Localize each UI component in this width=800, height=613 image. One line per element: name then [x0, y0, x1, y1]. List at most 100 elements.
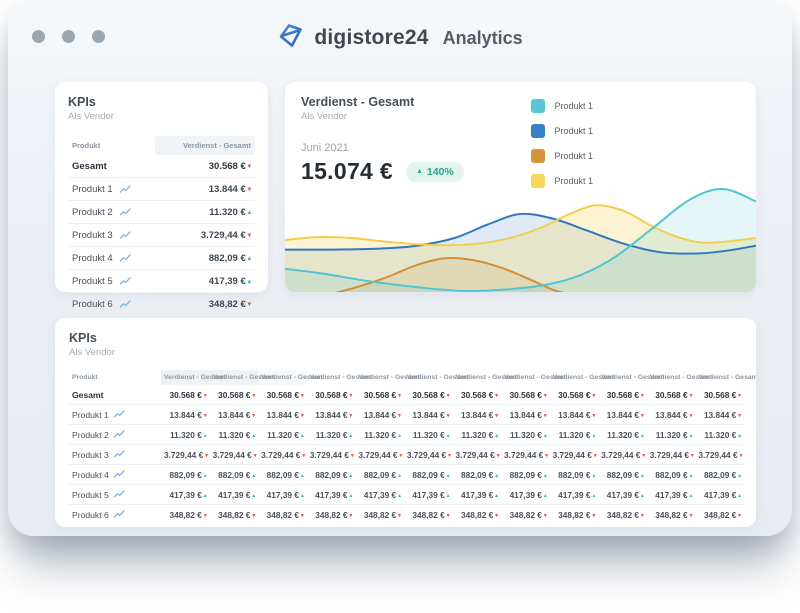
kpi-card-title: KPIs: [68, 95, 96, 109]
sparkline-icon: [113, 410, 125, 418]
row-value: 348,82 €: [363, 509, 397, 520]
legend-item[interactable]: Produkt 1: [531, 124, 593, 138]
legend-label: Produkt 1: [554, 151, 593, 161]
chart-card-title: Verdienst - Gesamt: [301, 95, 415, 109]
legend-label: Produkt 1: [554, 101, 593, 111]
row-value: 417,39 €: [606, 489, 640, 500]
trend-down-icon: ▾: [738, 392, 741, 399]
table-row[interactable]: Produkt 2 11.320 € ▴: [68, 200, 255, 224]
sparkline-icon: [119, 299, 131, 308]
window-control-dot[interactable]: [32, 30, 45, 43]
row-label: Gesamt: [72, 389, 104, 400]
trend-up-icon: ▴: [398, 432, 401, 439]
trend-up-icon: ▴: [252, 492, 256, 499]
table-row[interactable]: Produkt 4 882,09 € ▴ 882,09 € ▴ 882,09 € ▴ 882,…: [69, 464, 744, 485]
chart-line-produkt----teal-: [285, 188, 756, 292]
legend-item[interactable]: Produkt 1: [531, 149, 593, 163]
row-value: 30.568 €: [315, 389, 348, 400]
row-value: 348,82 €: [315, 509, 348, 520]
table-row[interactable]: Produkt 5 417,39 € ▴ 417,39 € ▴ 417,39 € ▴ 417,…: [69, 484, 744, 505]
trend-up-icon: ▴: [543, 472, 547, 479]
trend-up-icon: ▴: [689, 492, 693, 499]
table-row[interactable]: Produkt 3 3.729,44 € ▾: [68, 223, 255, 247]
sparkline-icon: [113, 450, 125, 458]
trend-down-icon: ▾: [203, 412, 207, 419]
table-row[interactable]: Produkt 4 882,09 € ▴: [68, 246, 255, 270]
trend-down-icon: ▾: [349, 412, 353, 419]
trend-up-icon: ▴: [300, 472, 304, 479]
trend-down-icon: ▾: [543, 512, 547, 519]
chart-card: Verdienst - Gesamt Als Vendor Produkt 1 P…: [285, 82, 756, 292]
row-value: 3.729,44 €: [212, 449, 252, 460]
window-control-dot[interactable]: [92, 30, 105, 43]
row-value: 348,82 €: [460, 509, 494, 520]
brand: digistore24 Analytics: [8, 22, 792, 54]
trend-up-icon: ▴: [349, 492, 353, 499]
row-value: 348,82 €: [218, 509, 251, 520]
wide-col-verdienst: Verdienst - Gesamt: [698, 374, 756, 381]
table-row[interactable]: Gesamt 30.568 € ▾ 30.568 € ▾ 30.568 € ▾ 30.568 …: [69, 385, 744, 405]
trend-up-icon: ▴: [446, 472, 450, 479]
chart-card-subtitle: Als Vendor: [301, 111, 347, 122]
row-value: 417,39 €: [460, 489, 494, 500]
window-control-dot[interactable]: [62, 30, 75, 43]
legend-swatch: [531, 99, 546, 113]
sparkline-icon: [119, 230, 131, 239]
row-value: 348,82 €: [606, 509, 640, 520]
table-row[interactable]: Produkt 3 3.729,44 € ▾ 3.729,44 € ▾ 3.729,44 …: [69, 444, 744, 465]
table-row[interactable]: Produkt 2 11.320 € ▴ 11.320 € ▴ 11.320 € ▴ 11.3…: [69, 424, 744, 445]
trend-down-icon: ▾: [448, 452, 451, 459]
row-value: 3.729,44 €: [358, 449, 398, 460]
trend-up-icon: ▴: [738, 472, 741, 479]
area-chart[interactable]: [285, 184, 756, 292]
trend-down-icon: ▾: [203, 512, 207, 519]
trend-down-icon: ▾: [253, 452, 257, 459]
trend-down-icon: ▾: [641, 412, 644, 419]
row-value: 348,82 €: [266, 509, 299, 520]
chart-area-produkt----orange-: [339, 257, 561, 292]
row-value: 417,39 €: [655, 489, 688, 500]
chart-area-produkt----teal-: [285, 189, 756, 292]
table-row[interactable]: Produkt 6 348,82 € ▾ 348,82 € ▾ 348,82 € ▾ 348,…: [69, 504, 744, 524]
row-value: 417,39 €: [363, 489, 397, 500]
trend-up-icon: ▴: [252, 432, 256, 439]
period-label: Juni 2021: [301, 142, 349, 154]
row-value: 11.320 €: [169, 429, 202, 440]
window-controls: [32, 30, 105, 43]
trend-down-icon: ▾: [641, 512, 644, 519]
trend-up-icon: ▴: [738, 492, 741, 499]
table-row[interactable]: Produkt 5 417,39 € ▴: [68, 269, 255, 293]
row-value: 3.729,44 €: [504, 449, 544, 460]
row-value: 30.568 €: [606, 389, 640, 400]
table-row[interactable]: Gesamt 30.568 € ▾: [68, 155, 255, 178]
row-value: 882,09 €: [218, 469, 251, 480]
trend-down-icon: ▾: [247, 162, 251, 170]
trend-down-icon: ▾: [592, 392, 596, 399]
chart-line-produkt----blue-: [285, 212, 756, 255]
row-value: 417,39 €: [315, 489, 348, 500]
table-row[interactable]: Produkt 1 13.844 € ▾: [68, 177, 255, 201]
trend-up-icon: ▴: [592, 492, 596, 499]
row-value: 3.729,44 €: [552, 449, 592, 460]
row-value: 348,82 €: [655, 509, 688, 520]
row-value: 11.320 €: [218, 429, 251, 440]
row-value: 417,39 €: [412, 489, 445, 500]
wide-col-verdienst: Verdienst - Gesamt: [406, 374, 469, 381]
trend-down-icon: ▾: [398, 392, 401, 399]
legend-item[interactable]: Produkt 1: [531, 174, 593, 188]
trend-down-icon: ▾: [302, 452, 306, 459]
row-value: 11.320 €: [655, 429, 688, 440]
row-value: 13.844 €: [558, 409, 591, 420]
row-value: 348,82 €: [509, 509, 542, 520]
row-value: 3.729,44 €: [200, 229, 246, 241]
digistore24-logo-icon: [277, 22, 304, 54]
legend-item[interactable]: Produkt 1: [531, 99, 593, 113]
sparkline-icon: [119, 207, 131, 216]
legend-swatch: [531, 149, 546, 163]
trend-up-icon: ▴: [349, 472, 353, 479]
legend-swatch: [531, 124, 546, 138]
trend-down-icon: ▾: [592, 512, 596, 519]
table-row[interactable]: Produkt 6 348,82 € ▾: [68, 292, 255, 315]
delta-badge: ▲ 140%: [405, 161, 464, 182]
table-row[interactable]: Produkt 1 13.844 € ▾ 13.844 € ▾ 13.844 € ▾ 13.8…: [69, 404, 744, 425]
